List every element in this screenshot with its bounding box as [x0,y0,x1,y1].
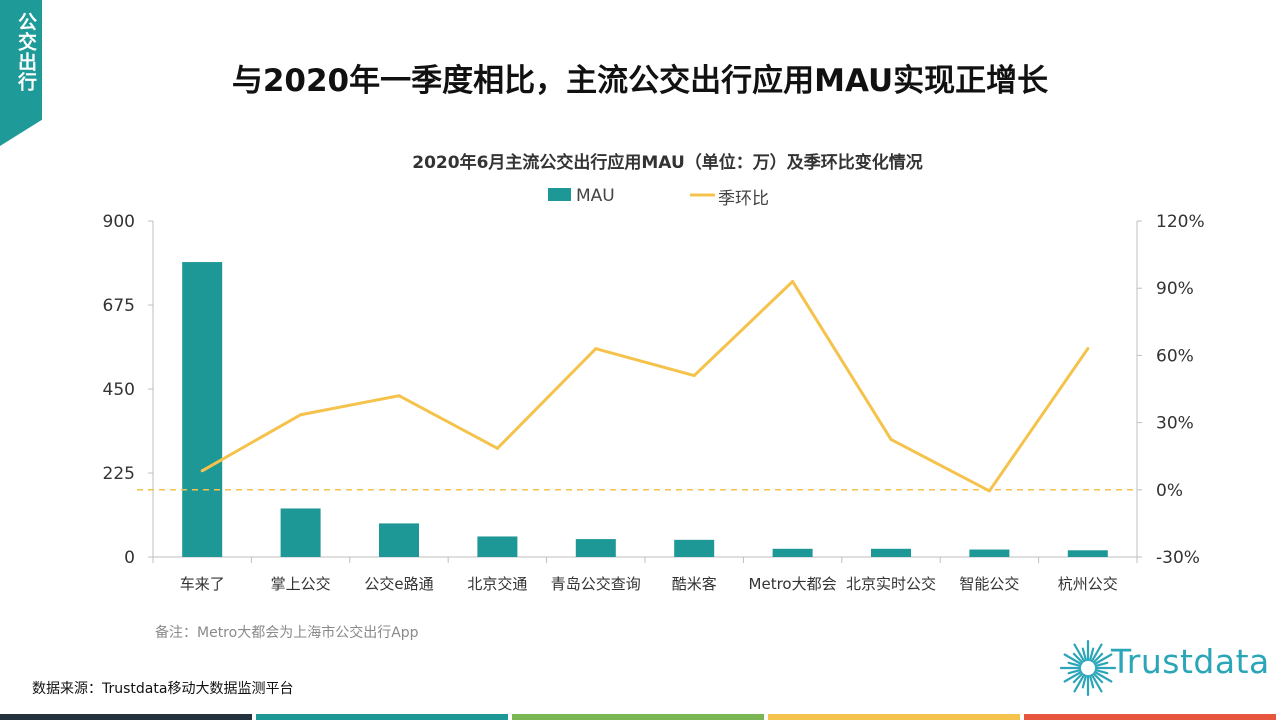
logo-ray [1063,653,1083,666]
bottom-bar-segment [0,714,252,720]
line-point-qoq [791,279,795,283]
logo-ray [1090,673,1103,693]
series-line-qoq [201,279,1090,493]
line-point-qoq [200,469,204,473]
x-tick-label: 青岛公交查询 [551,575,641,593]
y-left-tick-label: 225 [103,464,135,484]
line-point-qoq [692,374,696,378]
logo-ray [1092,652,1104,664]
line-point-qoq [1086,347,1090,351]
y-right-tick-label: 30% [1156,414,1194,434]
logo-ray [1094,668,1109,675]
logo-ray [1067,661,1082,668]
bar-mau [1067,550,1108,557]
bar-mau [182,262,223,557]
line-point-qoq [397,394,401,398]
logo-ray [1073,673,1086,693]
legend-label-mau: MAU [576,186,615,206]
trustdata-logo: Trustdata [1058,632,1270,704]
logo-ray [1092,672,1104,684]
line-point-qoq [299,413,303,417]
logo-ray [1072,672,1084,684]
line-point-qoq [987,489,991,493]
line-point-qoq [594,347,598,351]
logo-ray [1081,647,1088,662]
bottom-bar-segment [1024,714,1276,720]
y-right-tick-label: -30% [1156,548,1200,568]
logo-ray [1088,674,1095,689]
bar-mau [674,539,715,557]
bar-mau [772,548,813,557]
logo-ray [1094,661,1109,668]
x-tick-label: 北京交通 [467,575,527,593]
legend-swatch-mau [548,188,571,201]
y-left-tick-label: 450 [103,380,135,400]
logo-ray [1088,647,1095,662]
data-source: 数据来源：Trustdata移动大数据监测平台 [32,681,294,697]
x-tick-label: 智能公交 [959,575,1019,593]
logo-ray [1072,652,1084,664]
logo-ray [1093,653,1113,666]
x-tick-label: 酷米客 [672,575,717,593]
mau-combo-chart: 0 225 450 675 900 -30% 0% 30% 60% 90% 120% 车来了 掌上公交 公… [103,186,1205,593]
y-right-tick-label: 60% [1156,346,1194,366]
y-right-tick-label: 0% [1156,481,1183,501]
y-left-tick-label: 900 [103,212,135,232]
bar-mau [477,536,518,557]
bottom-bar-segment [512,714,764,720]
line-point-qoq [889,437,893,441]
bar-mau [379,523,419,557]
bar-mau [280,508,321,557]
bottom-bar-segment [256,714,508,720]
logo-ray [1073,643,1086,663]
page-title: 与2020年一季度相比，主流公交出行应用MAU实现正增长 [231,63,1049,99]
side-tab: 公交出行 [0,0,42,146]
x-tick-label: 北京实时公交 [846,575,936,593]
y-right-tick-label: 120% [1156,212,1205,232]
side-tab-label: 公交出行 [15,12,37,92]
bar-mau [969,549,1010,557]
chart-note: 备注：Metro大都会为上海市公交出行App [155,625,419,641]
x-tick-label: 掌上公交 [271,575,331,593]
bar-mau [871,548,911,557]
legend-label-qoq: 季环比 [718,189,769,209]
y-right-tick-label: 90% [1156,279,1194,299]
x-tick-label: 杭州公交 [1058,575,1118,593]
sunburst-logo-icon [1059,639,1117,697]
x-tick-label: Metro大都会 [749,575,837,593]
y-left-tick-label: 0 [124,548,135,568]
y-left-tick-label: 675 [103,296,135,316]
logo-ray [1090,643,1103,663]
line-point-qoq [495,446,499,450]
x-tick-label: 公交e路通 [364,575,433,593]
bar-mau [575,539,616,557]
chart-title: 2020年6月主流公交出行应用MAU（单位：万）及季环比变化情况 [412,153,923,173]
logo-text: Trustdata [1111,642,1270,681]
logo-ray [1067,668,1082,675]
logo-ray [1081,674,1088,689]
bottom-bar-segment [768,714,1020,720]
logo-ray [1063,670,1083,683]
logo-ray [1093,670,1113,683]
x-tick-label: 车来了 [180,575,225,593]
